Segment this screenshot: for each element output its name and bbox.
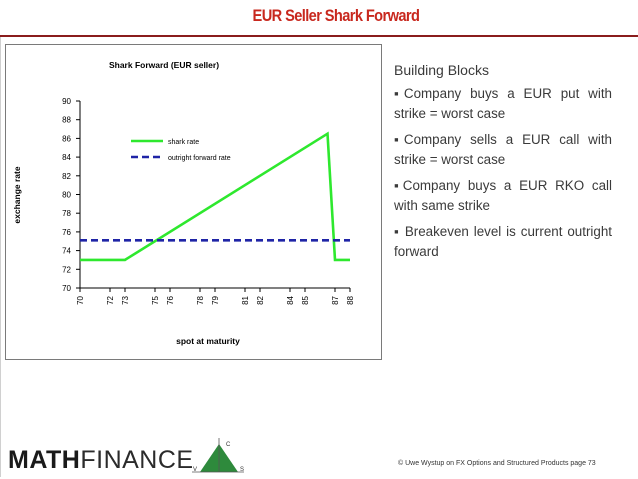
x-tick-label: 88 bbox=[346, 295, 355, 304]
series-line-shark-rate bbox=[80, 131, 350, 262]
y-tick-label: 78 bbox=[62, 209, 71, 218]
x-tick-label: 70 bbox=[76, 295, 85, 304]
left-divider bbox=[0, 37, 1, 477]
bullet-item: ▪Company buys a EUR put with strike = wo… bbox=[394, 86, 612, 121]
y-tick-label: 84 bbox=[62, 153, 71, 162]
logo-math: MATH bbox=[8, 446, 81, 474]
y-tick-label: 80 bbox=[62, 191, 71, 200]
x-tick-label: 76 bbox=[166, 295, 175, 304]
chart-legend: shark rate outright forward rate bbox=[126, 131, 241, 166]
x-tick-label: 81 bbox=[241, 295, 250, 304]
x-tick-label: 85 bbox=[301, 295, 310, 304]
logo-finance: FINANCE bbox=[80, 446, 194, 474]
chart-title: Shark Forward (EUR seller) bbox=[109, 60, 219, 70]
mathfinance-logo: MATHFINANCE bbox=[8, 446, 194, 475]
footer-note: © Uwe Wystup on FX Options and Structure… bbox=[398, 460, 596, 467]
slide-title: EUR Seller Shark Forward bbox=[252, 6, 420, 25]
x-tick-label: 72 bbox=[106, 295, 115, 304]
bullet-item: ▪Company sells a EUR call with strike = … bbox=[394, 132, 612, 167]
building-blocks: Building Blocks ▪Company buys a EUR put … bbox=[394, 60, 612, 268]
legend-box bbox=[126, 131, 241, 166]
y-tick-label: 88 bbox=[62, 116, 71, 125]
y-ticks: 70 72 74 76 78 80 82 84 86 88 90 bbox=[62, 97, 80, 293]
logo-label-s: S bbox=[240, 467, 244, 473]
y-axis-label: exchange rate bbox=[12, 166, 22, 223]
logo-label-c: C bbox=[226, 442, 231, 448]
x-tick-label: 79 bbox=[211, 295, 220, 304]
legend-label: shark rate bbox=[168, 139, 199, 146]
y-tick-label: 70 bbox=[62, 284, 71, 293]
legend-label: outright forward rate bbox=[168, 155, 231, 162]
logo-triangle-icon: C V S bbox=[192, 438, 244, 473]
y-tick-label: 74 bbox=[62, 247, 71, 256]
series-layer bbox=[80, 131, 350, 262]
x-tick-label: 87 bbox=[331, 295, 340, 304]
chart-frame: Shark Forward (EUR seller) exchange rate… bbox=[5, 44, 382, 360]
x-tick-label: 82 bbox=[256, 295, 265, 304]
bullet-item: ▪ Breakeven level is current outright fo… bbox=[394, 224, 612, 259]
y-tick-label: 90 bbox=[62, 97, 71, 106]
y-tick-label: 72 bbox=[62, 265, 71, 274]
x-tick-label: 84 bbox=[286, 295, 295, 304]
x-tick-label: 73 bbox=[121, 295, 130, 304]
x-axis-label: spot at maturity bbox=[176, 336, 240, 346]
x-tick-label: 78 bbox=[196, 295, 205, 304]
y-tick-label: 86 bbox=[62, 134, 71, 143]
bullet-item: ▪Company buys a EUR RKO call with same s… bbox=[394, 178, 612, 213]
y-tick-label: 76 bbox=[62, 228, 71, 237]
logo-label-v: V bbox=[193, 467, 197, 473]
bullets-heading: Building Blocks bbox=[394, 62, 489, 78]
y-tick-label: 82 bbox=[62, 172, 71, 181]
title-divider bbox=[0, 35, 638, 37]
chart: Shark Forward (EUR seller) exchange rate… bbox=[12, 60, 355, 346]
x-tick-label: 75 bbox=[151, 295, 160, 304]
x-ticks: 70 72 73 75 76 78 79 81 82 84 85 87 88 bbox=[76, 288, 355, 305]
